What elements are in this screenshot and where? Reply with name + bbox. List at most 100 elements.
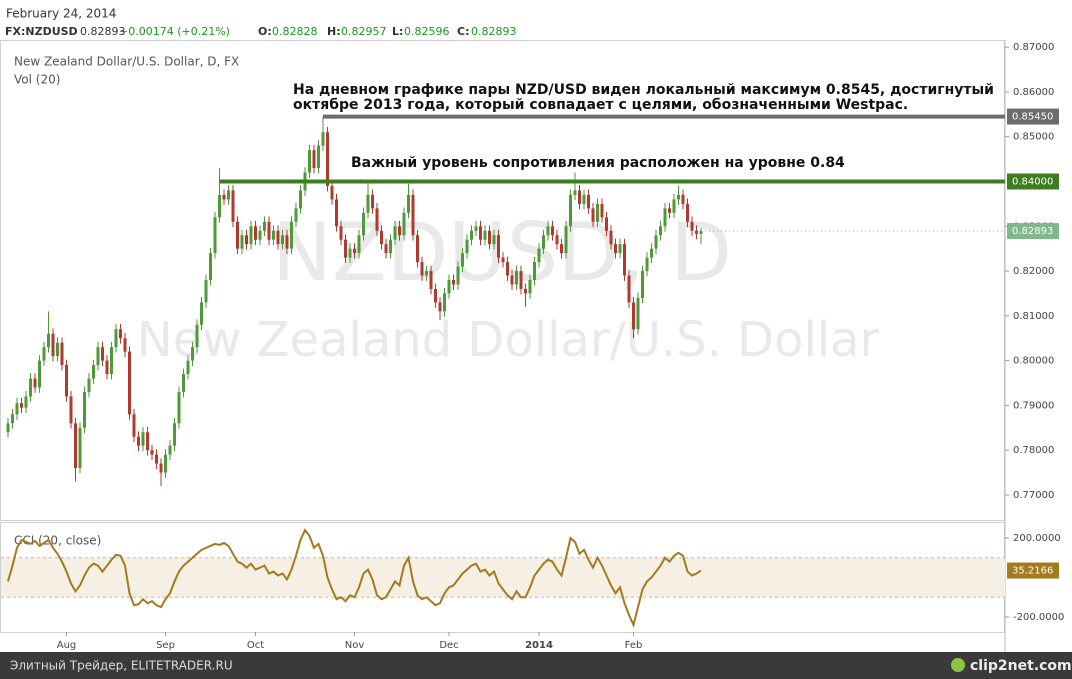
high-value: 0.82957 bbox=[341, 25, 387, 38]
candle-body bbox=[177, 391, 181, 424]
x-tick-label: Dec bbox=[439, 640, 458, 651]
candle-body bbox=[371, 194, 374, 209]
candle-body bbox=[258, 230, 262, 240]
candle-body bbox=[668, 208, 671, 213]
candle-body bbox=[582, 194, 586, 204]
annotation: На дневном графике пары NZD/USD виден ло… bbox=[293, 82, 994, 98]
x-tick-label: Sep bbox=[156, 640, 175, 651]
candle-body bbox=[101, 347, 104, 361]
candle-body bbox=[65, 365, 68, 397]
watermark: NZDUSD, D bbox=[272, 206, 732, 299]
y-tick-label: 0.82000 bbox=[1013, 266, 1054, 277]
candle-body bbox=[600, 203, 604, 218]
candle-body bbox=[677, 194, 680, 200]
x-tick-label: 2014 bbox=[525, 640, 553, 651]
candle-body bbox=[686, 203, 689, 222]
candle-body bbox=[15, 403, 19, 415]
candle-body bbox=[267, 221, 271, 240]
candle-body bbox=[384, 244, 388, 254]
candle-body bbox=[218, 194, 221, 218]
candle-body bbox=[123, 338, 127, 352]
candle-body bbox=[488, 230, 491, 245]
candle-body bbox=[308, 150, 311, 173]
candle-body bbox=[11, 414, 14, 424]
candle-body bbox=[24, 396, 28, 408]
candle-body bbox=[74, 423, 77, 469]
low-value: 0.82596 bbox=[404, 25, 450, 38]
y-tick-label: 0.78000 bbox=[1013, 445, 1054, 456]
candle-body bbox=[528, 280, 532, 294]
candle-body bbox=[285, 235, 289, 249]
candle-body bbox=[474, 226, 478, 231]
candle-body bbox=[398, 226, 401, 236]
candle-body bbox=[645, 257, 649, 272]
candle-body bbox=[42, 347, 46, 361]
candle-body bbox=[510, 275, 514, 285]
candle-body bbox=[447, 280, 451, 294]
open-value: 0.82828 bbox=[272, 25, 318, 38]
candle-body bbox=[168, 445, 172, 455]
candle-body bbox=[299, 190, 302, 209]
candle-body bbox=[501, 257, 505, 263]
candle-body bbox=[623, 244, 626, 276]
footer-source: Элитный Трейдер, ELITETRADER.RU bbox=[10, 659, 233, 673]
annotation: октябре 2013 года, который совпадает с ц… bbox=[293, 97, 908, 113]
y-tick-label: 0.86000 bbox=[1013, 87, 1054, 98]
candle-body bbox=[222, 194, 226, 200]
candle-body bbox=[155, 454, 158, 464]
cci-band bbox=[1, 557, 1005, 598]
candle-body bbox=[249, 226, 253, 245]
candle-body bbox=[551, 226, 554, 236]
cci-line bbox=[7, 528, 702, 628]
candle-body bbox=[33, 378, 37, 388]
candle-body bbox=[416, 235, 419, 263]
candle-body bbox=[672, 199, 676, 213]
candle-body bbox=[150, 450, 154, 455]
last-price: 0.82893 bbox=[80, 25, 126, 38]
candle-body bbox=[650, 248, 653, 258]
candle-body bbox=[114, 329, 118, 348]
candle-body bbox=[321, 132, 325, 146]
candle-body bbox=[348, 248, 352, 258]
candle-body bbox=[438, 302, 442, 312]
candle-body bbox=[254, 226, 257, 240]
candle-body bbox=[92, 365, 95, 379]
y-tick-label: 0.87000 bbox=[1013, 42, 1054, 53]
candle-body bbox=[506, 262, 509, 276]
candle-body bbox=[479, 226, 482, 240]
candle-body bbox=[519, 271, 523, 289]
candle-body bbox=[344, 239, 347, 258]
candle-body bbox=[632, 302, 635, 330]
candle-body bbox=[596, 203, 599, 222]
level-badge-label: 0.85450 bbox=[1012, 112, 1053, 123]
footer-bar bbox=[0, 652, 1072, 679]
candle-body bbox=[290, 221, 293, 249]
candle-body bbox=[69, 396, 73, 424]
candle-body bbox=[636, 297, 640, 330]
candle-body bbox=[699, 231, 703, 234]
candle-body bbox=[96, 347, 100, 366]
y-tick-label: 0.80000 bbox=[1013, 356, 1054, 367]
candle-body bbox=[492, 235, 496, 245]
y-tick-label: -200.0000 bbox=[1013, 612, 1064, 623]
candle-body bbox=[456, 266, 460, 285]
candle-body bbox=[375, 208, 379, 231]
candle-body bbox=[690, 221, 694, 231]
candle-body bbox=[609, 230, 613, 245]
y-tick-label: 0.77000 bbox=[1013, 490, 1054, 501]
pane-subtitle: Vol (20) bbox=[14, 73, 60, 87]
date: February 24, 2014 bbox=[6, 7, 116, 21]
level-badge bbox=[1007, 173, 1059, 190]
watermark-name: New Zealand Dollar/U.S. Dollar bbox=[137, 312, 880, 368]
candle-body bbox=[429, 271, 433, 289]
y-tick-label: 0.81000 bbox=[1013, 311, 1054, 322]
candle-body bbox=[681, 194, 685, 204]
candle-body bbox=[47, 333, 50, 348]
x-tick-label: Nov bbox=[345, 640, 365, 651]
candle-body bbox=[353, 248, 356, 254]
candle-body bbox=[546, 226, 550, 236]
candle-body bbox=[695, 230, 698, 234]
close-value: 0.82893 bbox=[471, 25, 517, 38]
candle-body bbox=[461, 253, 464, 267]
